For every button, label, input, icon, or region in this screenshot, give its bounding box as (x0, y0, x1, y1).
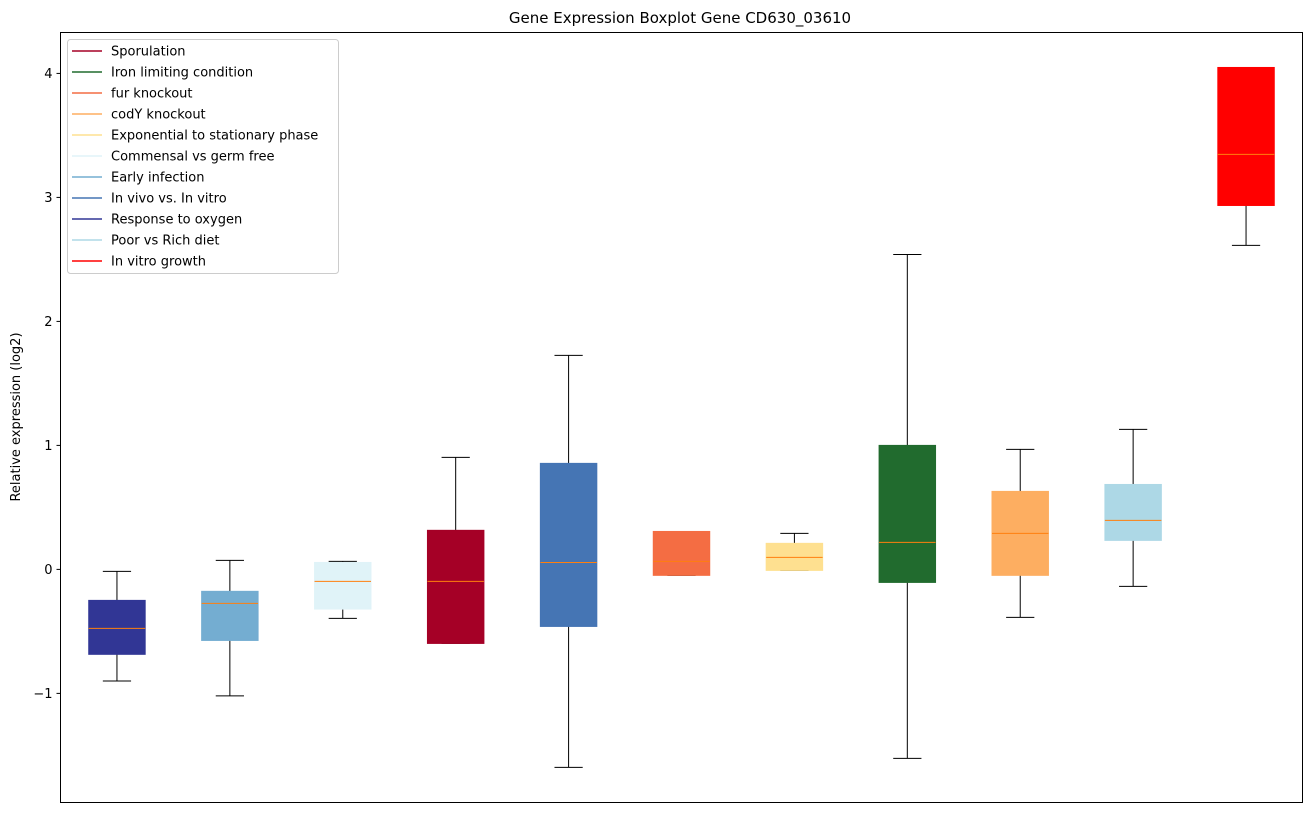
box-commensal-vs-germ-free (314, 560, 372, 619)
y-tick-label: 2 (44, 315, 52, 330)
y-tick-label: −1 (33, 687, 52, 702)
box-fur-knockout (652, 530, 711, 576)
legend-label: Response to oxygen (111, 213, 242, 228)
box-iron-limiting-condition (878, 253, 937, 759)
plot-frame (60, 32, 1303, 803)
legend: Sporulation Iron limiting condition fur kn… (67, 39, 339, 274)
boxes-layer (88, 66, 1275, 768)
legend-label: codY knockout (111, 108, 206, 123)
legend-label: Exponential to stationary phase (111, 129, 318, 144)
legend-label: Commensal vs germ free (111, 150, 274, 165)
box-response-to-oxygen (88, 570, 146, 682)
box-body (1104, 483, 1162, 541)
y-tick-label: 0 (44, 563, 52, 578)
box-sporulation (426, 456, 485, 644)
box-body (1217, 66, 1275, 206)
box-in-vitro-growth (1217, 66, 1275, 246)
legend-label: In vitro growth (111, 255, 206, 270)
legend-label: In vivo vs. In vitro (111, 192, 227, 207)
legend-frame (67, 39, 339, 274)
box-poor-vs-rich-diet (1104, 428, 1162, 587)
box-in-vivo-vs-in-vitro (539, 354, 598, 768)
y-tick-label: 3 (44, 191, 52, 206)
legend-label: Early infection (111, 171, 204, 186)
box-exponential-to-stationary-phase (765, 532, 824, 571)
box-cody-knockout (991, 448, 1049, 618)
legend-label: Iron limiting condition (111, 66, 253, 81)
box-body (652, 530, 711, 576)
y-tick-label: 1 (44, 439, 52, 454)
chart-title: Gene Expression Boxplot Gene CD630_03610 (509, 9, 851, 28)
legend-label: fur knockout (111, 87, 193, 102)
box-early-infection (201, 559, 259, 697)
box-body (539, 462, 598, 627)
box-body (878, 444, 937, 583)
y-tick-label: 4 (44, 67, 52, 82)
y-axis-label: Relative expression (log2) (9, 332, 24, 501)
legend-label: Sporulation (111, 45, 186, 60)
box-body (426, 529, 485, 644)
legend-label: Poor vs Rich diet (111, 234, 219, 249)
box-body (201, 590, 259, 641)
y-axis: −1 0 1 2 3 4 (33, 67, 61, 702)
box-body (314, 561, 372, 610)
box-body (88, 599, 146, 655)
